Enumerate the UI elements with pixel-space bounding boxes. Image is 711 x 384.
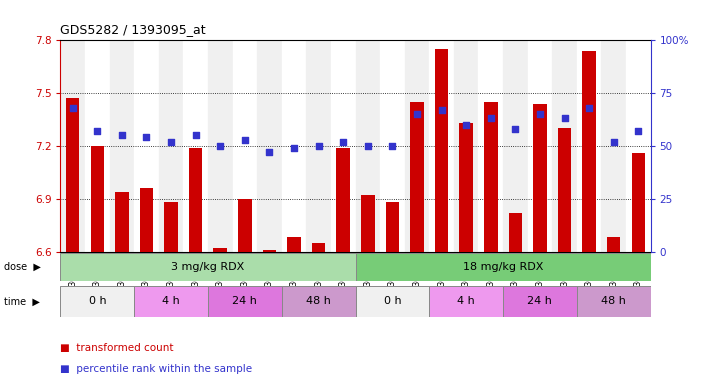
Point [461, 122, 472, 128]
Text: 24 h: 24 h [232, 296, 257, 306]
Bar [66, 98, 80, 252]
Bar [508, 213, 522, 252]
Text: 48 h: 48 h [306, 296, 331, 306]
Point [289, 145, 300, 151]
Bar [109, 40, 134, 252]
Bar [429, 40, 454, 252]
Text: time  ▶: time ▶ [4, 296, 39, 306]
Bar [410, 102, 424, 252]
Text: 4 h: 4 h [457, 296, 475, 306]
Point [559, 115, 570, 121]
Bar [60, 286, 134, 317]
Bar [607, 237, 621, 252]
Bar [164, 202, 178, 252]
Bar [60, 253, 356, 281]
Point [92, 128, 103, 134]
Point [436, 107, 447, 113]
Text: 18 mg/kg RDX: 18 mg/kg RDX [463, 262, 543, 272]
Bar [484, 102, 498, 252]
Bar [356, 253, 651, 281]
Point [608, 139, 619, 145]
Bar [134, 40, 159, 252]
Bar [306, 40, 331, 252]
Point [313, 143, 324, 149]
Bar [90, 146, 104, 252]
Bar [552, 40, 577, 252]
Bar [282, 40, 306, 252]
Bar [435, 49, 449, 252]
Point [633, 128, 644, 134]
Bar [380, 40, 405, 252]
Point [510, 126, 521, 132]
Text: 0 h: 0 h [88, 296, 106, 306]
Bar [238, 199, 252, 252]
Text: 48 h: 48 h [602, 296, 626, 306]
Bar [85, 40, 109, 252]
Bar [140, 188, 154, 252]
Bar [503, 40, 528, 252]
Bar [213, 248, 227, 252]
Bar [582, 51, 596, 252]
Bar [503, 286, 577, 317]
Bar [208, 286, 282, 317]
Bar [577, 40, 602, 252]
Bar [533, 104, 547, 252]
Bar [331, 40, 356, 252]
Bar [183, 40, 208, 252]
Text: ■  percentile rank within the sample: ■ percentile rank within the sample [60, 364, 252, 374]
Bar [232, 40, 257, 252]
Text: 24 h: 24 h [528, 296, 552, 306]
Point [264, 149, 275, 156]
Bar [459, 123, 473, 252]
Bar [577, 286, 651, 317]
Bar [336, 148, 350, 252]
Point [584, 105, 595, 111]
Point [387, 143, 398, 149]
Point [362, 143, 373, 149]
Point [67, 105, 78, 111]
Bar [479, 40, 503, 252]
Point [116, 132, 127, 139]
Text: 3 mg/kg RDX: 3 mg/kg RDX [171, 262, 245, 272]
Bar [361, 195, 375, 252]
Bar [385, 202, 399, 252]
Bar [134, 286, 208, 317]
Bar [208, 40, 232, 252]
Text: 0 h: 0 h [383, 296, 401, 306]
Bar [282, 286, 356, 317]
Text: GDS5282 / 1393095_at: GDS5282 / 1393095_at [60, 23, 206, 36]
Bar [257, 40, 282, 252]
Bar [159, 40, 183, 252]
Bar [405, 40, 429, 252]
Point [485, 115, 496, 121]
Point [239, 137, 250, 143]
Bar [115, 192, 129, 252]
Point [215, 143, 226, 149]
Bar [454, 40, 479, 252]
Bar [631, 153, 645, 252]
Bar [626, 40, 651, 252]
Point [166, 139, 177, 145]
Bar [189, 148, 203, 252]
Bar [602, 40, 626, 252]
Point [534, 111, 545, 118]
Point [141, 134, 152, 141]
Bar [287, 237, 301, 252]
Point [190, 132, 201, 139]
Point [411, 111, 422, 118]
Bar [312, 243, 326, 252]
Bar [356, 286, 429, 317]
Text: dose  ▶: dose ▶ [4, 262, 41, 272]
Bar [262, 250, 276, 252]
Bar [557, 128, 571, 252]
Text: 4 h: 4 h [162, 296, 180, 306]
Bar [429, 286, 503, 317]
Point [338, 139, 349, 145]
Bar [528, 40, 552, 252]
Bar [60, 40, 85, 252]
Text: ■  transformed count: ■ transformed count [60, 343, 174, 353]
Bar [356, 40, 380, 252]
